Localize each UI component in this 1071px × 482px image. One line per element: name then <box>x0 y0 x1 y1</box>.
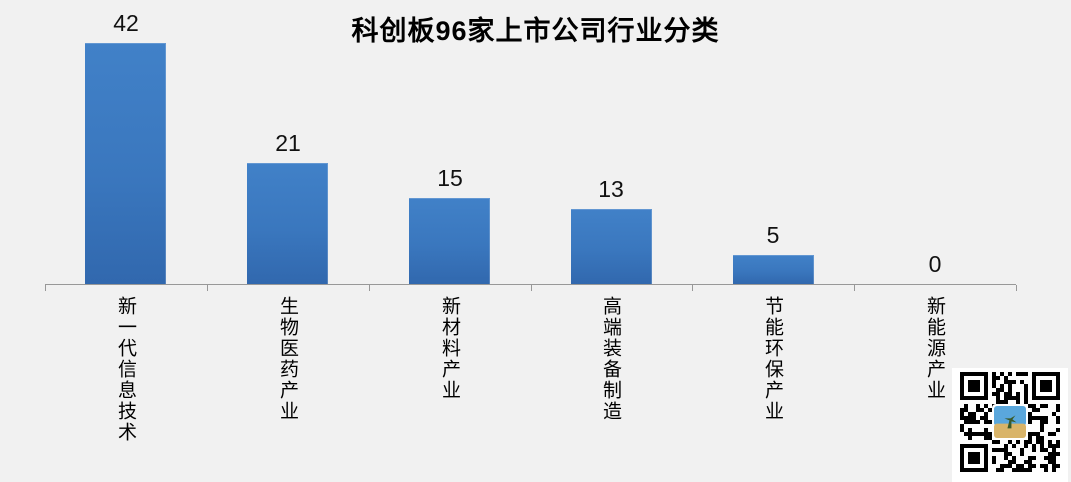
bar <box>571 209 652 284</box>
qr-code <box>952 368 1068 482</box>
x-axis-tick <box>692 285 693 291</box>
bar <box>85 43 166 284</box>
bar-value-label: 0 <box>928 251 942 277</box>
category-label: 新材料产业 <box>439 296 460 401</box>
bar-value-label: 42 <box>113 10 139 36</box>
x-axis-tick <box>207 285 208 291</box>
x-axis-tick <box>854 285 855 291</box>
bar-value-label: 21 <box>275 130 301 156</box>
chart-title: 科创板96家上市公司行业分类 <box>351 16 720 46</box>
bar <box>733 255 814 284</box>
bar-value-label: 5 <box>766 222 780 248</box>
x-axis-tick <box>45 285 46 291</box>
category-label: 新一代信息技术 <box>115 296 136 443</box>
x-axis-line <box>45 284 1016 285</box>
category-label: 生物医药产业 <box>277 296 298 422</box>
x-axis-tick <box>1016 285 1017 291</box>
bar-value-label: 15 <box>437 165 463 191</box>
x-axis-tick <box>369 285 370 291</box>
bar <box>409 198 490 284</box>
x-axis-tick <box>531 285 532 291</box>
category-label: 节能环保产业 <box>762 296 783 422</box>
bar-value-label: 13 <box>598 176 624 202</box>
category-label: 新能源产业 <box>924 296 945 401</box>
category-label: 高端装备制造 <box>600 296 621 422</box>
bar <box>247 163 328 284</box>
